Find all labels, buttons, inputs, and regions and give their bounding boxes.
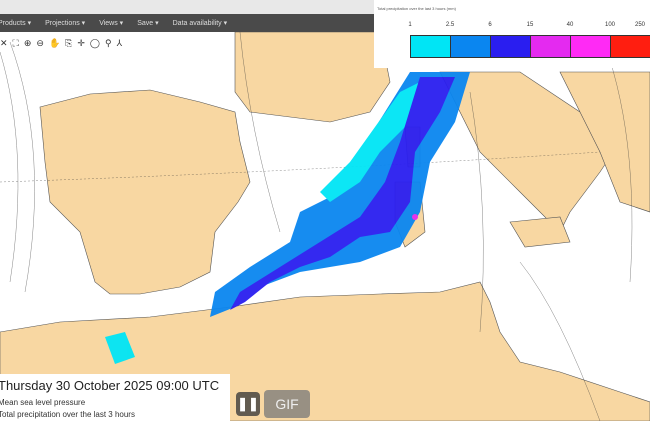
menu-data-availability[interactable]: Data availability ▾ bbox=[172, 20, 228, 27]
layer-precip: Total precipitation over the last 3 hour… bbox=[0, 410, 135, 419]
precip-legend: Total precipitation over the last 3 hour… bbox=[374, 0, 650, 68]
forecast-datetime: Thursday 30 October 2025 09:00 UTC bbox=[0, 378, 220, 393]
legend-title: Total precipitation over the last 3 hour… bbox=[377, 6, 456, 11]
menu-products[interactable]: Products ▾ bbox=[0, 20, 32, 27]
legend-label: 15 bbox=[526, 22, 534, 28]
italy bbox=[439, 71, 621, 233]
cross-section-icon[interactable]: ⅄ bbox=[116, 38, 123, 48]
legend-swatch bbox=[610, 35, 650, 58]
layer-mslp: Mean sea level pressure bbox=[0, 398, 86, 407]
weather-map[interactable] bbox=[0, 32, 650, 421]
legend-label: 1 bbox=[408, 22, 412, 28]
map-toolbar: ✕ ⛶ ⊕ ⊖ ✋ ⎘ ✛ ◯ ⚲ ⅄ bbox=[0, 38, 122, 49]
info-panel: Thursday 30 October 2025 09:00 UTC Mean … bbox=[0, 374, 230, 421]
legend-label: 2.5 bbox=[445, 22, 455, 28]
legend-swatch bbox=[410, 35, 451, 58]
close-icon[interactable]: ✕ bbox=[0, 38, 8, 48]
legend-swatch bbox=[490, 35, 531, 58]
precipitation bbox=[105, 72, 470, 364]
balkans bbox=[559, 71, 650, 213]
globe-icon[interactable]: ◯ bbox=[89, 38, 100, 48]
crosshair-icon[interactable]: ✛ bbox=[77, 38, 85, 48]
legend-label: 40 bbox=[566, 22, 574, 28]
zoom-in-icon[interactable]: ⊕ bbox=[23, 38, 32, 48]
fullscreen-icon[interactable]: ⛶ bbox=[12, 38, 19, 48]
legend-swatch bbox=[530, 35, 571, 58]
menu-save[interactable]: Save ▾ bbox=[137, 20, 159, 27]
legend-swatch bbox=[570, 35, 611, 58]
menu-projections[interactable]: Projections ▾ bbox=[45, 20, 86, 27]
legend-label: 250 bbox=[634, 22, 646, 28]
pin-icon[interactable]: ⚲ bbox=[105, 38, 112, 48]
france bbox=[234, 32, 391, 123]
pan-icon[interactable]: ✋ bbox=[48, 38, 61, 48]
sicily bbox=[509, 216, 571, 248]
menu-views[interactable]: Views ▾ bbox=[99, 20, 124, 27]
legend-swatch bbox=[450, 35, 491, 58]
legend-label: 100 bbox=[604, 22, 616, 28]
legend-label: 6 bbox=[488, 22, 492, 28]
zoom-out-icon[interactable]: ⊖ bbox=[36, 38, 44, 48]
copy-icon[interactable]: ⎘ bbox=[65, 38, 73, 48]
iberia bbox=[39, 89, 251, 295]
gif-button[interactable]: GIF bbox=[264, 390, 310, 418]
pause-button[interactable]: ❚❚ bbox=[236, 392, 260, 416]
